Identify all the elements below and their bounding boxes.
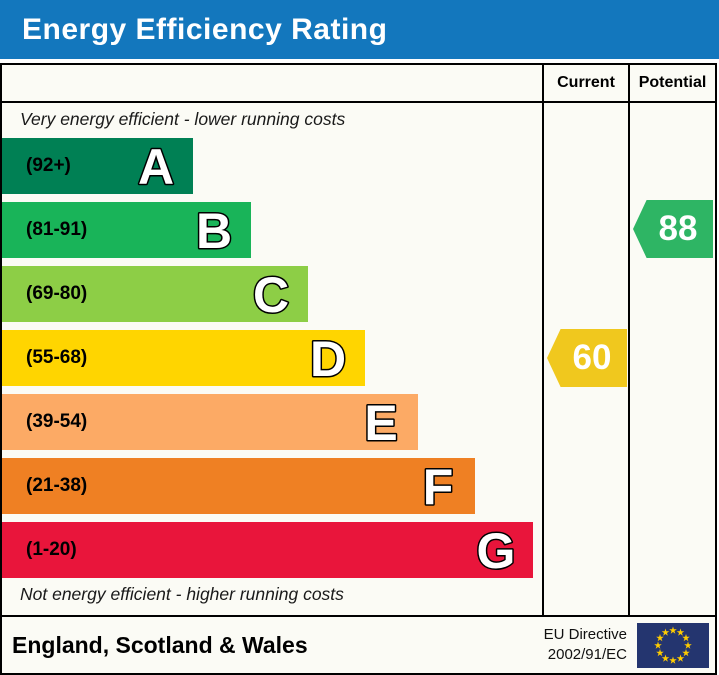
band-e-letter: E — [363, 394, 399, 450]
eu-flag-icon — [637, 622, 709, 668]
eu-directive-line1: EU Directive — [543, 625, 627, 643]
page-title: Energy Efficiency Rating — [22, 12, 388, 46]
eu-directive-label: EU Directive 2002/91/EC — [544, 625, 627, 666]
svg-text:A: A — [138, 139, 174, 194]
svg-text:B: B — [196, 203, 232, 258]
potential-rating-value: 88 — [658, 209, 698, 248]
svg-text:F: F — [423, 459, 454, 514]
band-b-letter: B — [194, 202, 233, 258]
band-f-letter: F — [421, 458, 455, 514]
svg-text:D: D — [310, 331, 346, 386]
band-g: (1-20) G — [2, 522, 533, 578]
band-d: (55-68) D — [2, 330, 365, 386]
rating-table: Current Potential Very energy efficient … — [0, 63, 717, 617]
svg-text:E: E — [364, 395, 397, 450]
current-rating-value: 60 — [572, 338, 612, 377]
band-f: (21-38) F — [2, 458, 475, 514]
band-f-range: (21-38) — [26, 475, 88, 496]
band-b-range: (81-91) — [26, 219, 88, 240]
footer-bar: England, Scotland & Wales EU Directive 2… — [0, 617, 717, 675]
eu-directive-line2: 2002/91/EC — [547, 646, 627, 663]
potential-rating-arrow: 88 — [633, 200, 713, 258]
band-d-letter: D — [308, 330, 347, 386]
column-header-row: Current Potential — [2, 65, 715, 103]
band-c-letter: C — [251, 266, 290, 322]
band-a: (92+) A — [2, 138, 193, 194]
region-label: England, Scotland & Wales — [12, 631, 308, 658]
band-g-range: (1-20) — [26, 539, 77, 560]
svg-text:C: C — [253, 267, 289, 322]
svg-text:G: G — [477, 523, 516, 578]
current-column-header: Current — [557, 74, 615, 91]
efficiency-note-bottom: Not energy efficient - higher running co… — [20, 584, 344, 604]
band-g-letter: G — [475, 522, 517, 578]
efficiency-note-top: Very energy efficient - lower running co… — [20, 109, 346, 129]
band-a-range: (92+) — [26, 155, 71, 176]
band-e: (39-54) E — [2, 394, 418, 450]
current-column-divider — [542, 65, 544, 615]
band-c: (69-80) C — [2, 266, 308, 322]
title-bar: Energy Efficiency Rating — [0, 0, 719, 59]
band-e-range: (39-54) — [26, 411, 88, 432]
band-a-letter: A — [136, 138, 175, 194]
potential-column-divider — [628, 65, 630, 615]
band-b: (81-91) B — [2, 202, 251, 258]
current-rating-arrow: 60 — [547, 329, 627, 387]
band-d-range: (55-68) — [26, 347, 88, 368]
band-c-range: (69-80) — [26, 283, 88, 304]
potential-column-header: Potential — [638, 74, 707, 91]
